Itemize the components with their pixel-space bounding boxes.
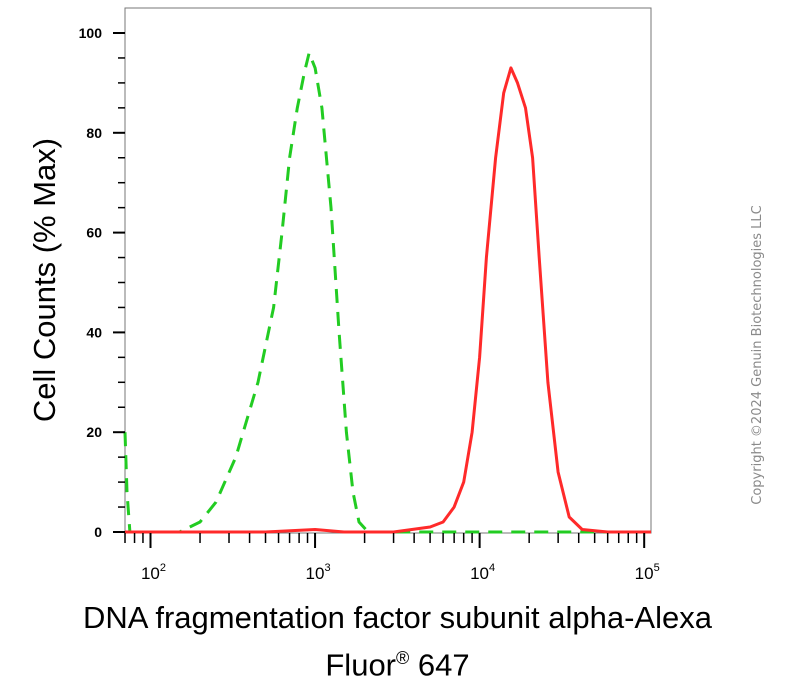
x-axis-title-line2-main: Fluor [325,647,397,683]
y-tick-label: 0 [94,524,102,540]
x-axis-title-line2-tail: 647 [409,647,470,683]
y-tick-label: 80 [86,125,102,141]
copyright-watermark: Copyright ©2024 Genuin Biotechnologies L… [750,205,765,504]
y-tick-label: 60 [86,225,102,241]
x-tick-label: 105 [635,562,660,583]
plot-frame [124,7,652,534]
x-axis-title-registered-mark: ® [396,648,410,668]
x-axis-title: DNA fragmentation factor subunit alpha-A… [0,598,795,685]
y-tick-label: 100 [79,25,103,41]
x-tick-label: 104 [470,562,495,583]
y-tick-label: 20 [86,424,102,440]
flow-histogram-chart: 0 20 40 60 80 100 102 103 104 105 Cell Counts (%… [27,7,765,583]
series-line-0 [123,51,651,534]
x-axis-title-line2: Fluor® 647 [0,638,795,685]
series-line-1 [125,66,651,534]
y-tick-label: 40 [86,324,102,340]
x-tick-label: 102 [141,562,166,583]
x-axis-title-line1: DNA fragmentation factor subunit alpha-A… [83,600,712,635]
y-axis-title: Cell Counts (% Max) [27,138,62,422]
x-tick-label: 103 [306,562,331,583]
